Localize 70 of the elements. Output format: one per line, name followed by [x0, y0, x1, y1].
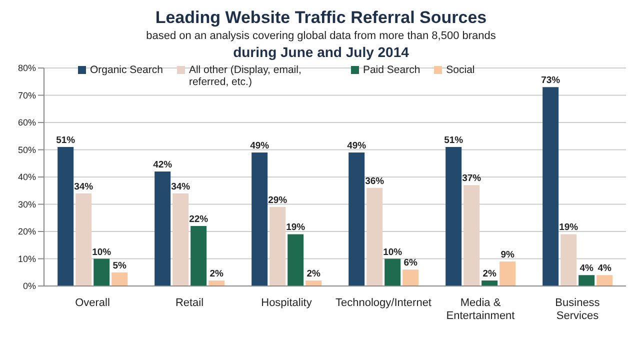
x-tick-label: Business Services	[555, 297, 600, 322]
data-label: 51%	[56, 135, 76, 146]
legend-label: Organic Search	[90, 64, 163, 76]
data-label: 4%	[598, 263, 612, 274]
data-label: 37%	[462, 173, 482, 184]
bar	[172, 193, 189, 286]
bar	[288, 234, 304, 286]
legend-label: Paid Search	[362, 64, 420, 76]
data-label: 34%	[74, 181, 94, 192]
data-label: 29%	[268, 194, 288, 206]
bar	[154, 172, 171, 286]
data-label: 5%	[112, 260, 127, 272]
data-label: 2%	[210, 268, 224, 280]
x-tick-label: Overall	[75, 297, 110, 309]
y-tick-label: 10%	[18, 254, 36, 264]
bar	[500, 261, 516, 286]
bar	[58, 147, 74, 286]
bar	[76, 193, 92, 286]
bar	[94, 258, 110, 286]
bar	[208, 280, 225, 286]
y-tick-label: 80%	[18, 63, 36, 74]
bar	[366, 188, 383, 286]
data-label: 2%	[482, 268, 497, 280]
y-tick-label: 20%	[18, 226, 36, 237]
data-label: 2%	[306, 268, 321, 280]
data-label: 10%	[92, 246, 112, 258]
bar	[542, 87, 559, 286]
bar	[402, 270, 419, 286]
bar	[482, 280, 498, 286]
bar	[464, 185, 480, 286]
x-tick-label: Media & Entertainment	[446, 297, 515, 322]
data-label: 19%	[286, 222, 306, 234]
bar	[596, 275, 613, 286]
bar	[384, 258, 401, 286]
bar	[578, 275, 595, 286]
data-label: 4%	[580, 263, 594, 274]
legend-label: All other (Display, email, referred, etc.)	[188, 64, 302, 88]
data-label: 49%	[347, 140, 367, 152]
x-tick-label: Retail	[175, 297, 204, 309]
chart-subtitle: based on an analysis covering global data from more than 8,500 brands	[145, 30, 497, 42]
text: during June and July 2014	[232, 44, 410, 60]
bar	[190, 226, 207, 286]
data-label: 19%	[559, 222, 579, 234]
data-label: 51%	[444, 135, 464, 146]
x-tick-label: Hospitality	[261, 297, 312, 309]
y-tick-label: 50%	[18, 144, 36, 155]
data-label: 6%	[404, 258, 418, 269]
bar	[348, 152, 365, 286]
data-label: 36%	[365, 176, 385, 187]
data-label: 49%	[250, 140, 270, 152]
y-tick-label: 70%	[18, 90, 36, 100]
bar	[270, 206, 286, 286]
y-tick-label: 30%	[18, 199, 36, 210]
data-label: 34%	[171, 181, 191, 192]
x-tick-label: Technology/Internet	[335, 297, 432, 309]
data-label: 73%	[541, 75, 561, 86]
y-tick-label: 40%	[18, 172, 36, 182]
legend-label: Social	[446, 64, 475, 76]
bar	[252, 152, 268, 286]
data-label: 22%	[189, 214, 209, 226]
bar	[446, 147, 462, 286]
bar	[560, 234, 577, 286]
bar	[306, 280, 322, 286]
chart-title: Leading Website Traffic Referral Sources	[154, 8, 488, 28]
bar	[112, 272, 128, 286]
data-label: 10%	[383, 246, 403, 258]
y-tick-label: 0%	[22, 281, 36, 292]
data-label: 42%	[153, 160, 173, 171]
y-tick-label: 60%	[18, 118, 36, 128]
data-label: 9%	[500, 249, 515, 260]
